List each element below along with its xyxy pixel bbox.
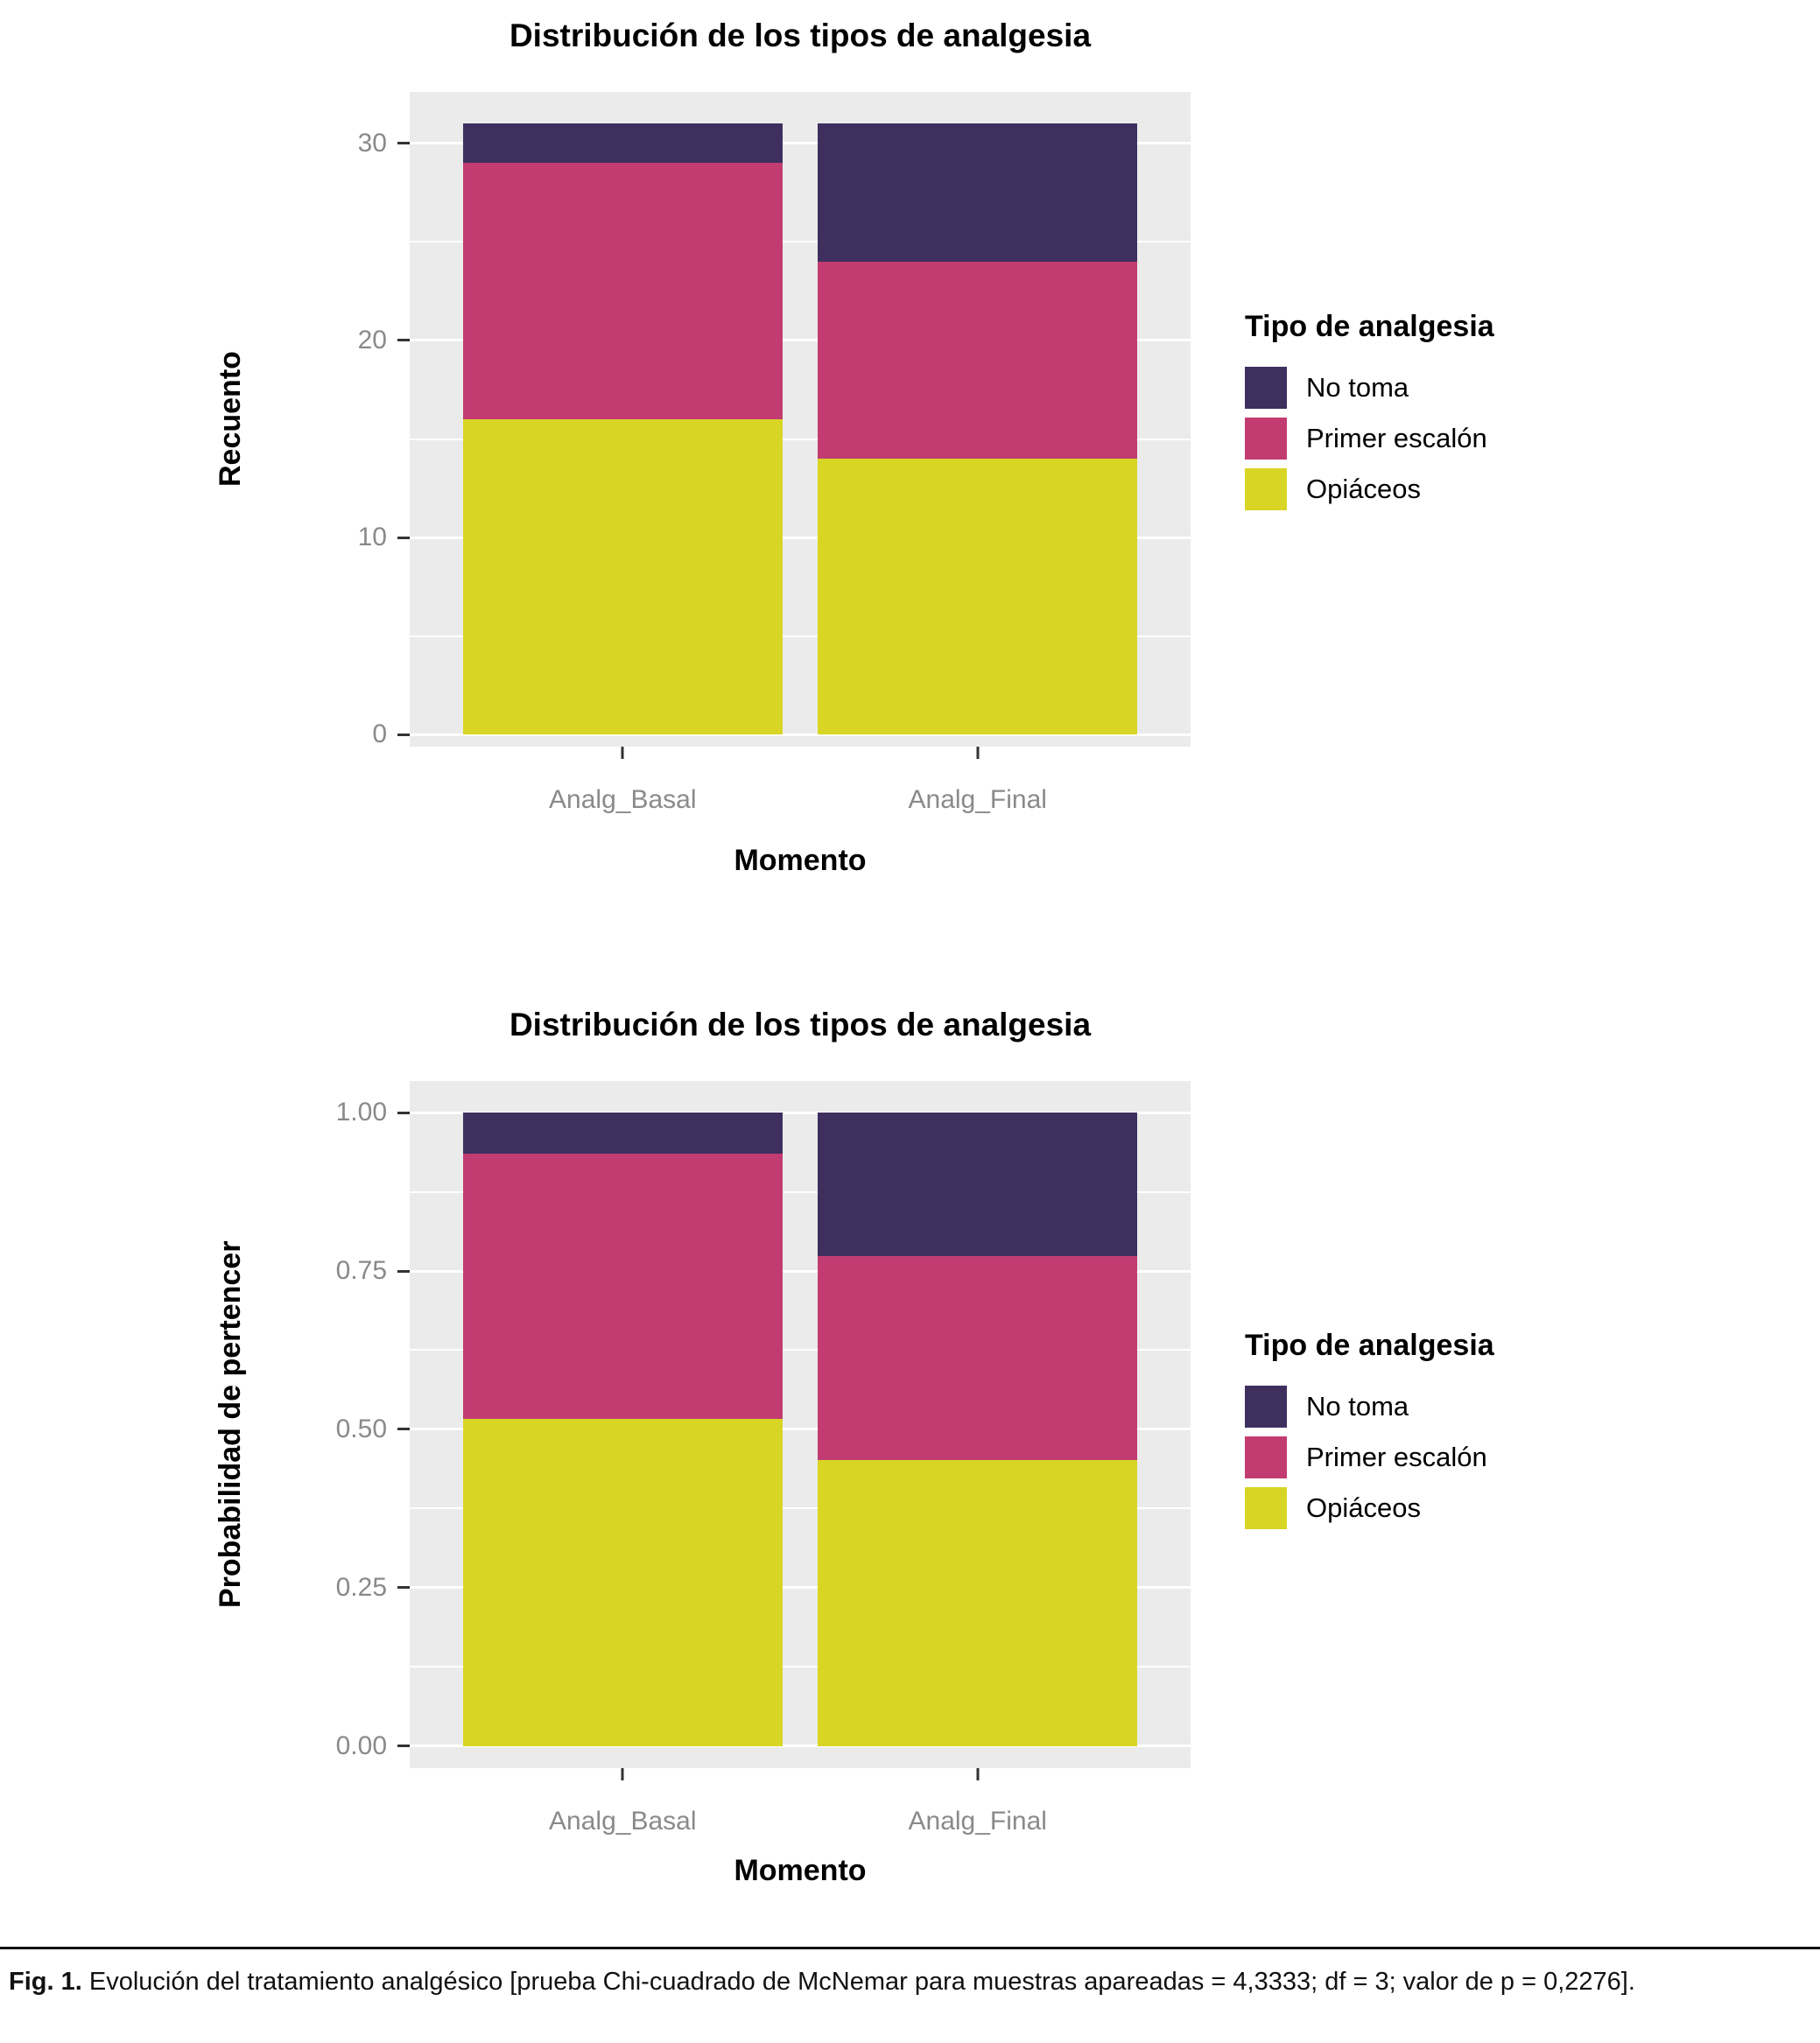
bar-segment [818,1459,1138,1746]
figure-caption: Fig. 1. Evolución del tratamiento analgé… [9,1964,1810,2000]
legend-items: No toma Primer escalón Opiáceos [1245,367,1494,510]
x-axis-title: Momento [734,1854,867,1887]
major-gridline [410,1745,1191,1748]
y-axis-tick [397,1269,410,1273]
x-axis-title: Momento [734,844,867,877]
x-axis-tick [621,1768,624,1780]
x-category-label: Analg_Final [908,785,1047,814]
y-axis-tick [397,536,410,539]
y-axis-tick [397,1111,410,1114]
bar-segment [462,1153,783,1420]
bar-segment [818,1255,1138,1460]
legend-title: Tipo de analgesia [1245,1329,1494,1362]
bar-segment [818,1113,1138,1256]
minor-gridline [410,1507,1191,1510]
x-axis-tick [976,1768,980,1780]
legend-color-swatch [1245,1436,1287,1478]
y-tick-label: 0.50 [335,1414,387,1443]
bar-segment [818,459,1138,735]
major-gridline [410,1269,1191,1273]
minor-gridline [410,241,1191,243]
bar-segment [462,123,783,164]
legend-title: Tipo de analgesia [1245,310,1494,343]
y-tick-label: 0.00 [335,1731,387,1760]
y-axis-tick [397,1428,410,1431]
major-gridline [410,536,1191,539]
legend-label: Primer escalón [1306,1442,1487,1472]
legend-label: No toma [1306,1391,1409,1422]
legend-label: No toma [1306,372,1409,403]
legend-label: Opiáceos [1306,474,1421,504]
major-gridline [410,1586,1191,1590]
plot-panel: 0.00 0.25 0.50 0.75 1.00 Analg_Basal Analg_Fin… [336,1081,1191,1836]
major-gridline [410,339,1191,342]
legend-item: Opiáceos [1245,468,1494,510]
legend-color-swatch [1245,418,1287,460]
legend: Tipo de analgesia No toma Primer escalón O… [1245,310,1494,519]
caption-divider [0,1947,1820,1949]
plot-panel: 0 10 20 30 Analg_Basal Analg_Final [358,92,1191,814]
y-tick-label: 10 [357,523,387,552]
major-gridline [410,1111,1191,1114]
minor-gridline [410,1349,1191,1351]
y-axis-tick [397,339,410,342]
minor-gridline [410,1666,1191,1668]
y-axis-tick [397,142,410,145]
y-tick-label: 0.75 [335,1256,387,1286]
minor-gridline [410,1190,1191,1193]
legend-color-swatch [1245,367,1287,409]
legend: Tipo de analgesia No toma Primer escalón O… [1245,1329,1494,1538]
x-category-label: Analg_Final [908,1807,1047,1836]
y-axis-title: Probabilidad de pertencer [214,1240,247,1609]
caption-body: Evolución del tratamiento analgésico [pr… [88,1968,1635,1996]
y-tick-label: 1.00 [335,1098,387,1127]
legend-item: No toma [1245,367,1494,409]
y-tick-label: 30 [357,128,387,158]
legend-item: Primer escalón [1245,1436,1494,1478]
y-axis-title: Recuento [214,351,247,488]
legend-color-swatch [1245,1386,1287,1428]
legend-label: Opiáceos [1306,1492,1421,1523]
major-gridline [410,733,1191,736]
major-gridline [410,142,1191,145]
legend-item: Primer escalón [1245,418,1494,460]
x-axis-tick [976,747,980,759]
x-axis-tick [621,747,624,759]
plot-title: Distribución de los tipos de analgesia [509,18,1092,53]
major-gridline [410,1428,1191,1431]
y-axis-tick [397,733,410,736]
y-axis-tick [397,1586,410,1590]
bar-segment [462,1419,783,1746]
bar-segment [462,163,783,419]
y-tick-label: 0.25 [335,1572,387,1602]
caption-label: Fig. 1. [9,1968,82,1996]
y-tick-label: 0 [372,720,387,749]
legend-item: No toma [1245,1386,1494,1428]
plot-title: Distribución de los tipos de analgesia [509,1007,1092,1043]
minor-gridline [410,635,1191,637]
legend-label: Primer escalón [1306,423,1487,453]
legend-color-swatch [1245,1487,1287,1529]
legend-color-swatch [1245,468,1287,510]
minor-gridline [410,438,1191,440]
x-category-label: Analg_Basal [549,1807,697,1836]
bar-segment [818,261,1138,460]
y-axis-tick [397,1745,410,1748]
y-tick-label: 20 [357,325,387,355]
bar-segment [818,123,1138,262]
bar-segment [462,1113,783,1154]
legend-items: No toma Primer escalón Opiáceos [1245,1386,1494,1529]
x-category-label: Analg_Basal [549,785,697,814]
legend-item: Opiáceos [1245,1487,1494,1529]
bar-segment [462,419,783,735]
